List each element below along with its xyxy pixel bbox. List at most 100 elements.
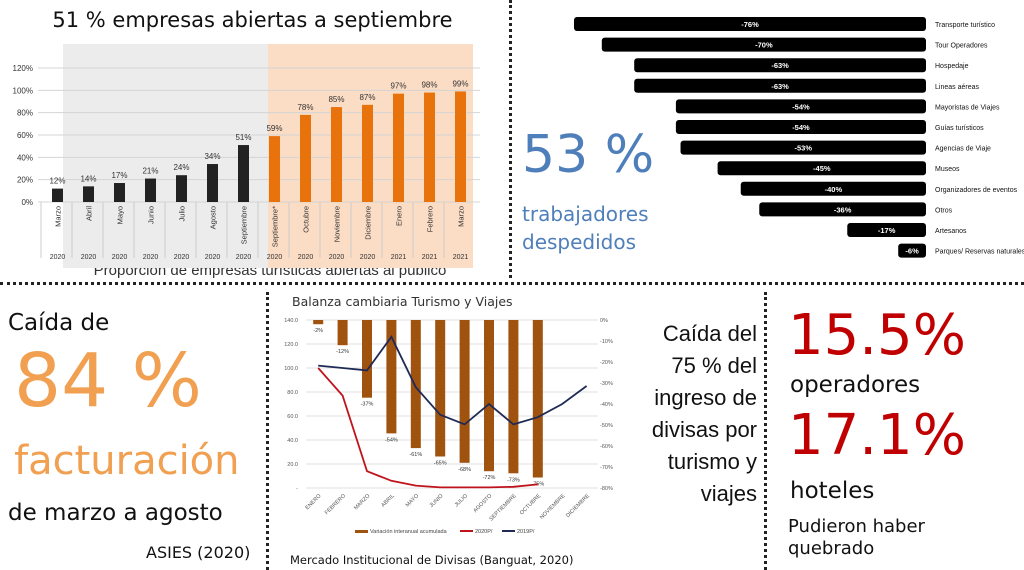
right-tick-label: -80% xyxy=(600,486,613,492)
y-tick-label: 20% xyxy=(17,176,33,185)
x-tick-label: Septiembre* xyxy=(271,206,280,247)
bar xyxy=(508,320,519,474)
operators-label: operadores xyxy=(790,372,921,398)
x-tick-label: Junio xyxy=(147,206,156,224)
year-label: 2020 xyxy=(205,254,221,261)
revenue-word: facturación xyxy=(14,438,240,484)
revenue-drop-value: 84 % xyxy=(14,338,202,424)
x-tick-label: Noviembre xyxy=(333,206,342,242)
year-label: 2020 xyxy=(112,254,128,261)
bar xyxy=(634,78,926,93)
bar xyxy=(675,120,926,134)
bar xyxy=(52,188,63,202)
year-label: 2021 xyxy=(453,254,469,261)
divider xyxy=(509,0,512,278)
data-label: 97% xyxy=(390,82,406,91)
note-line: Pudieron haber xyxy=(788,516,925,537)
divider xyxy=(266,292,269,570)
bar xyxy=(145,178,156,202)
y-tick-label: 80% xyxy=(17,109,33,118)
data-label: -12% xyxy=(336,349,349,355)
operators-value: 15.5% xyxy=(788,303,966,368)
right-tick-label: -40% xyxy=(600,402,613,408)
data-label: -45% xyxy=(813,164,831,173)
x-tick-label: Diciembre xyxy=(364,206,373,240)
year-label: 2021 xyxy=(422,254,438,261)
left-tick-label: 80.0 xyxy=(287,390,298,396)
data-label: -54% xyxy=(385,437,398,443)
currency-drop-text: Caída del 75 % del ingreso de divisas por tu… xyxy=(625,318,757,510)
text-line: viajes xyxy=(700,481,757,506)
bar xyxy=(269,136,280,202)
data-label: 98% xyxy=(421,81,437,90)
line-2020P xyxy=(317,367,538,489)
x-tick-label: ENERO xyxy=(305,493,324,512)
y-tick-label: 0% xyxy=(21,198,33,207)
x-tick-label: JUNIO xyxy=(429,493,445,509)
data-label: -6% xyxy=(905,247,919,256)
data-label: 21% xyxy=(142,167,158,176)
bar xyxy=(484,320,494,472)
category-label: Artesanos xyxy=(935,228,967,235)
open-businesses-chart: 0% 20% 40% 60% 80% 100% 120% 12% Marzo 2020 14% Abr… xyxy=(13,44,480,268)
year-label: 2020 xyxy=(174,254,190,261)
right-tick-label: 0% xyxy=(600,318,608,324)
legend-label: 2019P/ xyxy=(517,529,535,535)
x-tick-label: Octubre xyxy=(302,206,311,233)
x-tick-label: Febrero xyxy=(426,206,435,232)
note-line: quebrado xyxy=(788,538,875,559)
legend-label: Variación interanual acumulada xyxy=(370,529,448,535)
data-label: -68% xyxy=(458,467,471,473)
bar xyxy=(238,145,249,202)
year-label: 2020 xyxy=(360,254,376,261)
right-tick-label: -70% xyxy=(600,465,613,471)
category-label: Parques/ Reservas naturales xyxy=(935,249,1024,256)
bar xyxy=(847,223,926,237)
category-label: Hospedaje xyxy=(935,63,969,70)
x-tick-label: Abril xyxy=(85,206,94,221)
line-2019P xyxy=(318,335,588,426)
data-label: 34% xyxy=(204,152,220,161)
data-label: -65% xyxy=(434,461,447,467)
category-label: Guías turísticos xyxy=(935,125,984,132)
text-line: turismo y xyxy=(667,449,757,474)
bar xyxy=(532,320,543,478)
x-tick-label: Marzo xyxy=(457,206,466,227)
bar xyxy=(740,181,926,196)
data-label: -73% xyxy=(507,477,520,483)
revenue-label: Caída de xyxy=(8,310,110,336)
legend-swatch xyxy=(460,530,473,532)
year-label: 2020 xyxy=(50,254,66,261)
x-tick-label: NOVIEMBRE xyxy=(539,493,567,521)
data-label: -70% xyxy=(755,41,773,50)
x-tick-label: AGOSTO xyxy=(473,493,494,514)
x-tick-label: Mayo xyxy=(116,206,125,224)
data-label: 24% xyxy=(173,163,189,172)
divider xyxy=(764,292,767,570)
bar xyxy=(717,161,926,176)
right-tick-label: -10% xyxy=(600,339,613,345)
year-label: 2021 xyxy=(391,254,407,261)
bar xyxy=(313,320,324,325)
bar xyxy=(680,140,926,155)
bar xyxy=(601,37,926,52)
bar xyxy=(634,58,926,73)
category-label: Agencias de Viaje xyxy=(935,146,991,153)
bar xyxy=(207,164,218,202)
bar xyxy=(459,320,470,463)
source-banguat: Mercado Institucional de Divisas (Bangua… xyxy=(290,553,574,567)
data-label: 85% xyxy=(328,95,344,104)
bankruptcy-note: Pudieron haber quebrado xyxy=(788,516,925,560)
x-tick-label: Julio xyxy=(178,206,187,221)
data-label: -72% xyxy=(483,475,496,481)
x-tick-label: MARZO xyxy=(353,493,372,512)
x-tick-label: Marzo xyxy=(54,206,63,227)
bar xyxy=(362,104,373,202)
x-tick-label: JULIO xyxy=(454,493,470,509)
data-label: 59% xyxy=(266,124,282,133)
right-tick-label: -60% xyxy=(600,444,613,450)
data-label: -36% xyxy=(834,205,852,214)
left-tick-label: 100.0 xyxy=(284,366,298,372)
layoffs-chart: -76% Transporte turístico -70% Tour Operado… xyxy=(574,17,1024,258)
data-label: 14% xyxy=(80,174,96,183)
